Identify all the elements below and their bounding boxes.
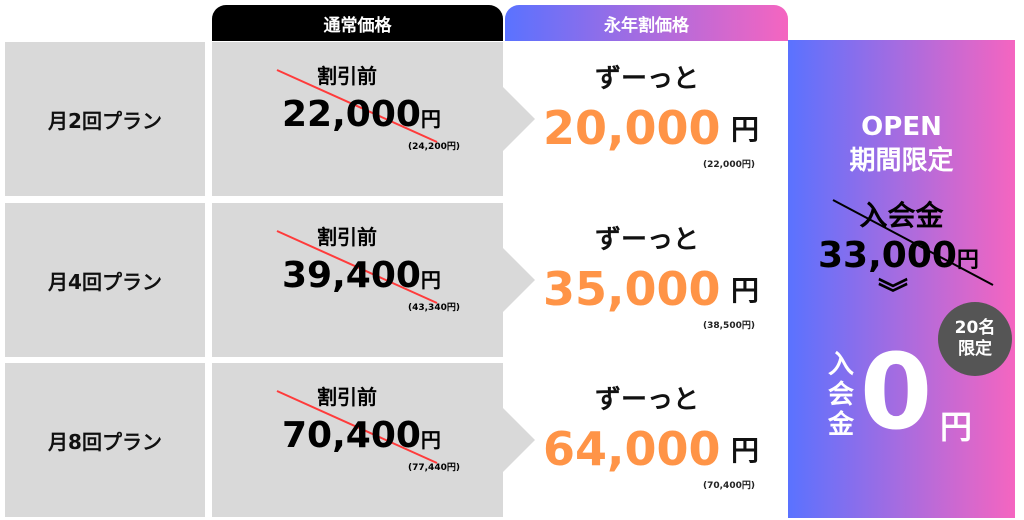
discount-price-cell: ずーっと 20,000 円 (22,000円) (503, 42, 788, 196)
discount-price-cell: ずーっと 64,000 円 (70,400円) (503, 363, 788, 517)
forever-label: ずーっと (595, 385, 700, 415)
yen-unit: 円 (731, 274, 760, 307)
discount-price-tax: (22,000円) (703, 160, 755, 170)
discount-price: 64,000 (543, 422, 721, 476)
double-chevron-down-icon: ︾ (878, 277, 908, 312)
discount-price: 35,000 (543, 262, 721, 316)
before-discount-label: 割引前 (317, 225, 377, 249)
discount-price-tax: (38,500円) (703, 321, 755, 331)
regular-price: 70,400円 (282, 415, 441, 456)
arrow-right-icon (503, 408, 535, 472)
discount-price-tax: (70,400円) (703, 481, 755, 491)
regular-price-cell: 割引前 70,400円 (77,440円) (212, 363, 503, 517)
discount-price-cell: ずーっと 35,000 円 (38,500円) (503, 203, 788, 357)
plan-name: 月8回プラン (5, 363, 205, 517)
fee-old-label: 入会金 (859, 199, 944, 232)
fee-old-price: 33,000円 (818, 235, 979, 276)
discount-price: 20,000 (543, 101, 721, 155)
regular-price-cell: 割引前 39,400円 (43,340円) (212, 203, 503, 357)
regular-price-tax: (77,440円) (408, 463, 460, 473)
yen-unit: 円 (731, 434, 760, 467)
regular-price: 39,400円 (282, 255, 441, 296)
forever-label: ずーっと (595, 225, 700, 255)
arrow-right-icon (503, 87, 535, 151)
regular-price-tax: (43,340円) (408, 303, 460, 313)
header-discount-price: 永年割価格 (505, 5, 788, 41)
strike-line (276, 69, 438, 143)
header-regular-price: 通常価格 (212, 5, 503, 41)
regular-price-cell: 割引前 22,000円 (24,200円) (212, 42, 503, 196)
fee-new-label: 入会金 (827, 350, 854, 440)
fee-new-yen: 円 (940, 408, 973, 446)
before-discount-label: 割引前 (317, 64, 377, 88)
forever-label: ずーっと (595, 64, 700, 94)
strike-line (276, 230, 438, 304)
regular-price-tax: (24,200円) (408, 142, 460, 152)
strike-line (276, 390, 438, 464)
plan-name: 月4回プラン (5, 203, 205, 357)
plan-name: 月2回プラン (5, 42, 205, 196)
limited-badge: 20名 限定 (938, 302, 1012, 376)
yen-unit: 円 (731, 113, 760, 146)
regular-price: 22,000円 (282, 94, 441, 135)
fee-strike-line (832, 199, 994, 286)
arrow-right-icon (503, 248, 535, 312)
fee-new-price: 0 (859, 331, 933, 453)
before-discount-label: 割引前 (317, 385, 377, 409)
campaign-title: OPEN 期間限定 (849, 112, 954, 176)
open-campaign-panel: OPEN 期間限定 入会金 33,000円 ︾ 入会金 0 円 20名 限定 (788, 40, 1015, 518)
